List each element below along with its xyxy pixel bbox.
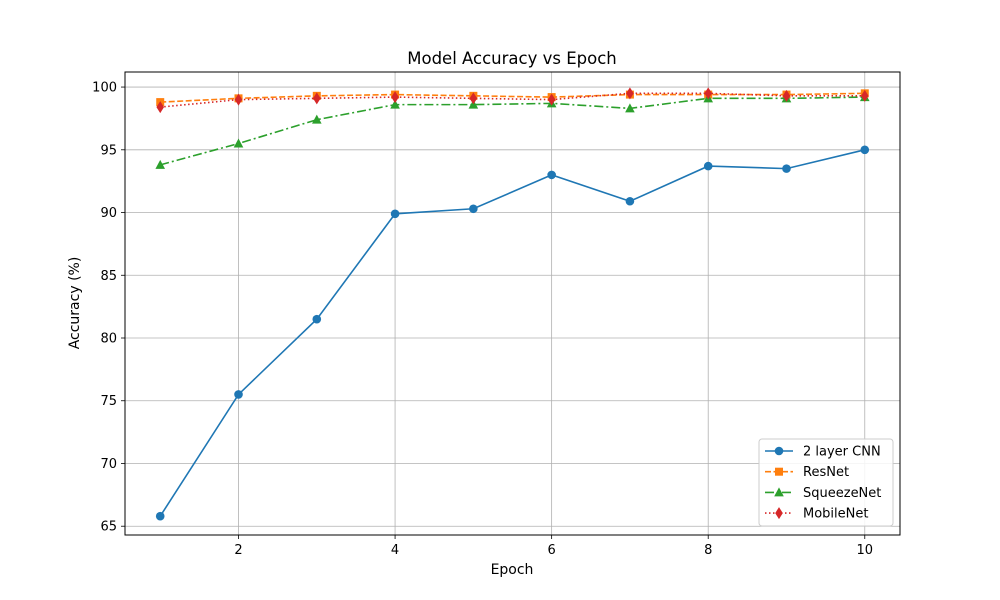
data-point bbox=[234, 390, 243, 399]
x-tick-label: 6 bbox=[548, 543, 556, 558]
data-point bbox=[703, 161, 713, 171]
legend-label: ResNet bbox=[803, 465, 849, 480]
series-line bbox=[160, 92, 865, 103]
data-point bbox=[547, 93, 556, 106]
data-point bbox=[469, 92, 478, 105]
legend: 2 layer CNN ResNet SqueezeNet MobileNet bbox=[758, 438, 894, 527]
legend-marker bbox=[774, 446, 784, 456]
legend-box bbox=[758, 438, 894, 527]
legend-marker bbox=[774, 487, 784, 497]
legend-label: MobileNet bbox=[803, 507, 868, 522]
y-tick-label: 100 bbox=[92, 81, 117, 96]
x-tick-label: 10 bbox=[856, 543, 873, 558]
series-line bbox=[160, 96, 865, 166]
data-point bbox=[469, 204, 478, 214]
legend-item: ResNet bbox=[765, 465, 849, 480]
data-point bbox=[155, 511, 165, 521]
y-tick-label: 70 bbox=[100, 457, 117, 472]
data-point bbox=[547, 170, 556, 180]
data-point bbox=[155, 159, 166, 169]
data-point bbox=[782, 89, 791, 102]
data-point bbox=[860, 89, 869, 102]
data-point bbox=[311, 114, 322, 124]
y-axis-title: Accuracy (%) bbox=[67, 257, 83, 350]
data-point bbox=[860, 145, 870, 155]
x-tick-label: 8 bbox=[704, 543, 712, 558]
legend-item: 2 layer CNN bbox=[765, 445, 881, 460]
legend-label: 2 layer CNN bbox=[803, 445, 881, 460]
x-tick-label: 4 bbox=[391, 543, 399, 558]
data-point bbox=[390, 209, 400, 219]
y-tick-label: 85 bbox=[100, 269, 117, 284]
chart-title: Model Accuracy vs Epoch bbox=[407, 49, 617, 68]
legend-label: SqueezeNet bbox=[803, 486, 881, 501]
data-point bbox=[233, 138, 244, 148]
y-tick-label: 65 bbox=[100, 520, 117, 535]
series-layer bbox=[155, 87, 870, 521]
y-tick-label: 80 bbox=[100, 332, 117, 347]
data-point bbox=[390, 99, 400, 109]
legend-marker bbox=[775, 507, 783, 520]
data-point bbox=[704, 87, 713, 100]
data-point bbox=[391, 91, 399, 104]
series-mobilenet bbox=[156, 87, 869, 114]
data-point bbox=[625, 196, 635, 206]
legend-item: SqueezeNet bbox=[765, 486, 881, 501]
data-point bbox=[625, 103, 635, 113]
data-point bbox=[626, 87, 634, 100]
ticks: 2 4 6 8 10 65 70 75 80 85 90 95 100 bbox=[92, 81, 873, 558]
data-point bbox=[312, 92, 321, 105]
data-point bbox=[156, 101, 165, 114]
data-point bbox=[234, 93, 243, 106]
legend-marker bbox=[775, 467, 783, 476]
legend-item: MobileNet bbox=[765, 507, 868, 522]
series-2-layer-cnn bbox=[155, 145, 870, 521]
axes-frame bbox=[124, 71, 901, 536]
x-axis-title: Epoch bbox=[491, 562, 534, 578]
y-tick-label: 75 bbox=[100, 394, 117, 409]
y-tick-label: 90 bbox=[100, 206, 117, 221]
y-tick-label: 95 bbox=[100, 143, 117, 158]
x-tick-label: 2 bbox=[234, 543, 242, 558]
series-line bbox=[160, 92, 865, 108]
series-line bbox=[159, 149, 865, 517]
data-point bbox=[782, 164, 791, 173]
data-point bbox=[312, 314, 322, 324]
